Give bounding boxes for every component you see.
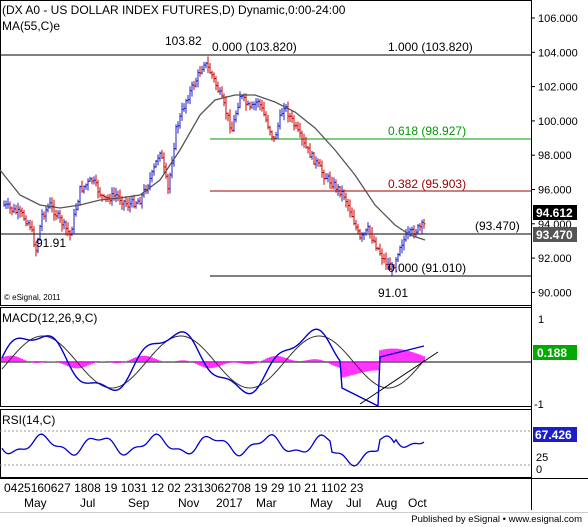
rsi-panel: [0, 409, 532, 478]
rsi-label: RSI(14,C): [2, 413, 55, 427]
price-axis: 106.000 104.000 102.000 100.000 98.000 96.000…: [531, 13, 578, 299]
price-bars: [3, 56, 426, 277]
label-fib-382: 0.382 (95.903): [388, 177, 466, 191]
macd-value-box: [533, 345, 577, 360]
date-axis-months: May Jul Sep Nov 2017 Mar May Jul Aug Oct: [24, 496, 427, 510]
label-low-left: 91.91: [36, 236, 66, 250]
price-tick-label: 90.000: [538, 287, 572, 299]
ma-line: [0, 94, 426, 241]
rsi-value-box: [533, 427, 577, 442]
macd-line: [1, 328, 425, 408]
label-fib-1-top: 1.000 (103.820): [388, 40, 473, 54]
macd-trendline: [359, 351, 439, 405]
price-tick-label: 98.000: [538, 150, 572, 162]
label-low-right: 91.01: [378, 286, 408, 300]
label-fib-0-top: 0.000 (103.820): [212, 40, 297, 54]
macd-axis-top: 1: [538, 314, 544, 326]
panel-frames: [0, 0, 532, 478]
label-level-93470: (93.470): [475, 219, 520, 233]
price-tick-label: 102.000: [538, 82, 578, 94]
price-tick-label: 106.000: [538, 13, 578, 25]
date-month-label: May: [24, 496, 47, 510]
price-tick-label: 104.000: [538, 47, 578, 59]
label-fib-618: 0.618 (98.927): [388, 124, 466, 138]
price-tick-label: 100.000: [538, 116, 578, 128]
label-fib-0-bottom: 0.000 (91.010): [388, 261, 466, 275]
ma-value: 93.470: [536, 228, 573, 242]
date-month-label: Sep: [128, 496, 150, 510]
chart-title: (DX A0 - US DOLLAR INDEX FUTURES,D) Dyna…: [2, 3, 346, 17]
macd-value: 0.188: [537, 346, 567, 360]
price-tick-label: 96.000: [538, 185, 572, 197]
right-axis: [0, 0, 588, 510]
ma-legend: MA(55,C)e: [2, 19, 60, 33]
date-month-label: Nov: [178, 496, 199, 510]
date-month-label: Jul: [80, 496, 95, 510]
rsi-axis-zero: 0: [536, 464, 542, 476]
ma-value-box: [533, 227, 577, 242]
macd-label: MACD(12,26,9,C): [2, 311, 97, 325]
last-price-value: 94.612: [536, 206, 573, 220]
date-axis-days: 0425160627 1808 19 1031 12 02 2313062708…: [4, 481, 364, 495]
date-month-label: Oct: [408, 496, 427, 510]
rsi-axis-bottom: 25: [536, 452, 548, 464]
date-day-labels: 0425160627 1808 19 1031 12 02 2313062708…: [4, 481, 364, 495]
date-month-label: Jul: [346, 496, 361, 510]
copyright: © eSignal, 2011: [4, 293, 61, 302]
fib-levels: [0, 54, 531, 277]
price-tick-label: 92.000: [538, 253, 572, 265]
rsi-value: 67.426: [535, 428, 572, 442]
footer-text: Published by eSignal • www.esignal.com: [411, 514, 582, 525]
last-price-box: [533, 205, 577, 220]
date-month-label: 2017: [216, 496, 243, 510]
macd-signal-line: [1, 335, 425, 389]
footer: Published by eSignal • www.esignal.com: [0, 512, 588, 527]
rsi-line: [1, 433, 425, 467]
label-high: 103.82: [165, 34, 202, 48]
macd-axis-bottom: -1: [534, 399, 544, 411]
date-month-label: Aug: [376, 496, 397, 510]
date-month-label: Mar: [256, 496, 277, 510]
date-month-label: May: [310, 496, 333, 510]
